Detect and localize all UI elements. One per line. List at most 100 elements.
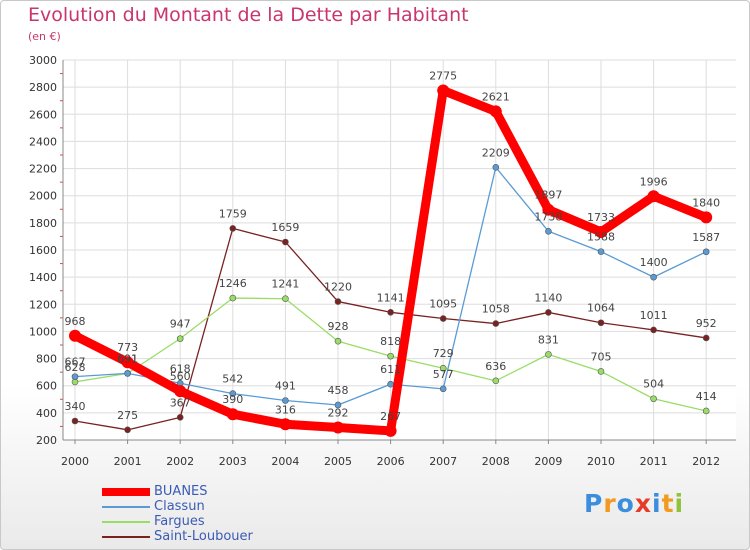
legend-swatch — [102, 506, 150, 508]
data-label: 636 — [485, 360, 506, 373]
data-point — [492, 164, 500, 171]
data-label: 1058 — [482, 303, 510, 316]
data-point — [437, 84, 450, 97]
data-point — [545, 351, 552, 358]
logo-letter: t — [661, 489, 675, 518]
x-tick-label: 2008 — [482, 455, 510, 468]
y-tick-label: 600 — [36, 380, 57, 393]
data-label: 818 — [380, 335, 401, 348]
data-label: 1064 — [587, 302, 615, 315]
data-point — [71, 417, 79, 425]
data-point — [597, 319, 605, 327]
data-point — [650, 326, 657, 334]
data-label: 1840 — [692, 196, 720, 209]
y-tick-label: 2200 — [29, 163, 57, 176]
x-tick-label: 2010 — [587, 455, 615, 468]
y-tick-label: 400 — [36, 407, 57, 420]
y-tick-label: 1600 — [29, 244, 57, 257]
data-point — [650, 273, 657, 281]
x-tick-label: 2006 — [377, 455, 405, 468]
y-tick-label: 1400 — [29, 271, 57, 284]
data-point — [387, 308, 394, 316]
data-label: 414 — [696, 390, 717, 403]
y-tick-label: 800 — [36, 353, 57, 366]
data-label: 1738 — [534, 210, 562, 223]
data-label: 831 — [538, 333, 559, 346]
chart-title: Evolution du Montant de la Dette par Hab… — [28, 4, 469, 26]
data-point — [597, 368, 605, 375]
data-label: 618 — [170, 362, 191, 375]
data-point — [702, 407, 710, 415]
data-point — [384, 424, 397, 437]
data-point — [229, 225, 237, 232]
data-point — [176, 335, 184, 342]
data-label: 1996 — [640, 175, 668, 188]
data-point — [702, 248, 710, 256]
data-label: 947 — [170, 318, 191, 331]
logo-letter: i — [652, 489, 662, 518]
chart-subtitle: (en €) — [28, 30, 61, 43]
x-tick-label: 2009 — [534, 455, 562, 468]
data-label: 628 — [65, 361, 86, 374]
y-tick-label: 200 — [36, 434, 57, 447]
data-point — [282, 295, 289, 303]
data-point — [597, 248, 605, 255]
y-tick-label: 1000 — [29, 325, 57, 338]
data-point — [595, 225, 607, 238]
x-tick-label: 2005 — [324, 455, 352, 468]
data-label: 1659 — [271, 221, 299, 234]
logo-letter: P — [584, 489, 604, 518]
data-point — [387, 352, 394, 360]
data-point — [439, 315, 447, 322]
x-tick-label: 2004 — [271, 455, 299, 468]
data-label: 968 — [65, 315, 86, 328]
data-label: 1733 — [587, 211, 615, 224]
data-point — [650, 395, 657, 403]
data-point — [332, 421, 344, 434]
data-label: 340 — [65, 400, 86, 413]
data-label: 773 — [117, 341, 138, 354]
data-label: 292 — [328, 407, 349, 420]
data-label: 928 — [328, 320, 349, 333]
data-point — [489, 105, 502, 118]
data-point — [229, 390, 237, 397]
data-point — [387, 380, 394, 388]
y-tick-label: 2800 — [29, 81, 57, 94]
data-label: 691 — [117, 352, 138, 365]
data-label: 1587 — [692, 231, 720, 244]
logo-letter: r — [603, 489, 617, 518]
data-label: 491 — [275, 380, 296, 393]
y-tick-label: 2400 — [29, 135, 57, 148]
data-label: 729 — [433, 347, 454, 360]
data-point — [334, 337, 342, 345]
data-point — [124, 426, 131, 434]
legend-label: Fargues — [154, 514, 205, 529]
data-point — [176, 414, 184, 421]
data-label: 275 — [117, 409, 138, 422]
data-point — [279, 418, 292, 431]
data-point — [542, 203, 555, 216]
logo-letter: o — [616, 489, 635, 518]
data-label: 1759 — [219, 207, 247, 220]
data-point — [702, 334, 710, 342]
y-tick-label: 3000 — [29, 54, 57, 67]
data-label: 1011 — [640, 309, 668, 322]
x-tick-label: 2003 — [219, 455, 247, 468]
data-label: 1588 — [587, 231, 615, 244]
data-label: 577 — [433, 368, 454, 381]
proxiti-logo: Proxiti — [584, 489, 684, 518]
data-label: 267 — [380, 410, 401, 423]
data-point — [647, 190, 660, 203]
logo-letter: i — [674, 489, 685, 518]
data-point — [226, 408, 239, 421]
data-label: 667 — [65, 356, 86, 369]
data-label: 1140 — [534, 291, 562, 304]
data-point — [700, 211, 713, 224]
data-label: 705 — [591, 350, 612, 363]
data-label: 1220 — [324, 281, 352, 294]
data-label: 2621 — [482, 90, 510, 103]
x-tick-label: 2000 — [61, 455, 89, 468]
data-label: 1241 — [271, 278, 299, 291]
data-label: 390 — [222, 393, 243, 406]
y-tick-label: 1800 — [29, 217, 57, 230]
